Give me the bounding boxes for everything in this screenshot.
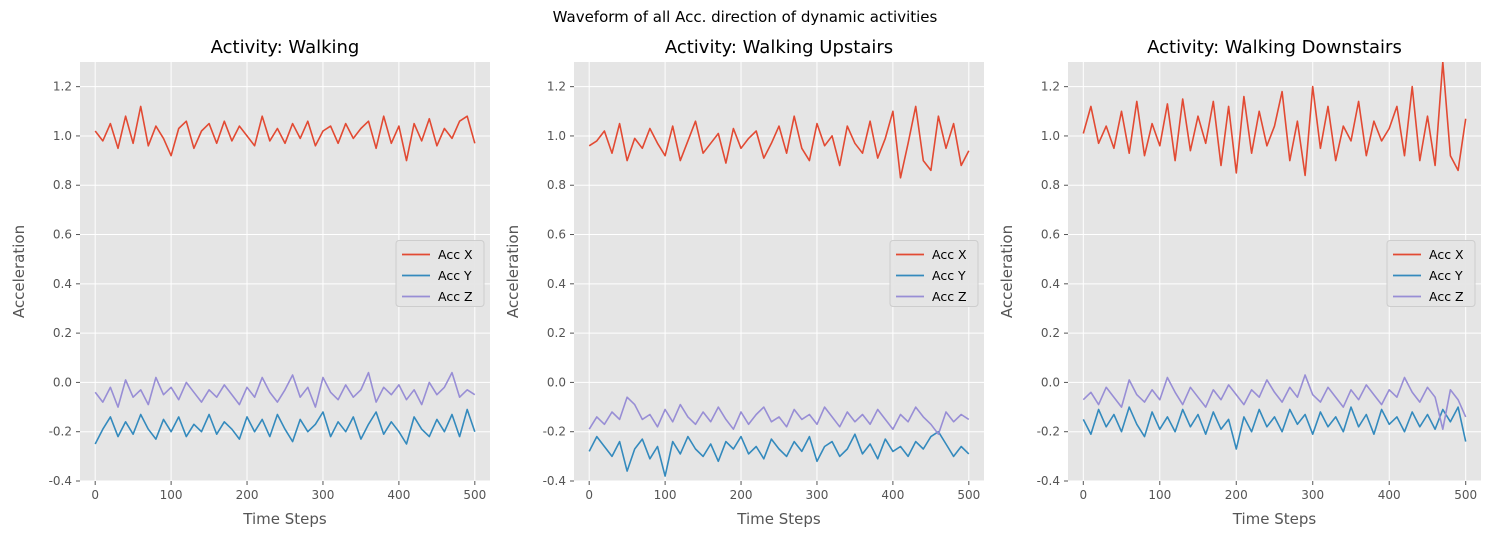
legend: Acc X Acc Y Acc Z — [395, 240, 485, 307]
x-tick-label: 300 — [312, 488, 335, 502]
y-tick-label: -0.2 — [49, 425, 72, 439]
legend-entry: Acc Y — [438, 268, 472, 283]
y-tick-label: 1.2 — [547, 80, 566, 94]
chart-panel-1: -0.4 -0.2 0.0 0.2 0.4 0.6 0.8 1.0 1.2 0 100 200 300 4… — [10, 37, 490, 528]
series-line-acc-z — [588, 396, 970, 436]
y-tick-label: -0.4 — [1037, 474, 1060, 488]
series-line-acc-y — [588, 430, 970, 477]
legend-entry: Acc Z — [1429, 289, 1464, 304]
series-line-acc-x — [588, 105, 970, 179]
x-tick-label: 0 — [91, 488, 99, 502]
chart-title: Activity: Walking Downstairs — [1147, 37, 1402, 58]
legend-box — [1386, 240, 1476, 307]
y-tick-label: 1.2 — [53, 80, 72, 94]
y-tick-label: 0.0 — [547, 375, 566, 389]
x-tick-label: 400 — [1378, 488, 1401, 502]
x-tick-label: 400 — [881, 488, 904, 502]
y-tick-label: 0.8 — [53, 178, 72, 192]
x-tick-label: 500 — [957, 488, 980, 502]
y-tick-label: 0.6 — [53, 228, 72, 242]
y-axis-label: Acceleration — [10, 225, 28, 318]
y-tick-label: 0.8 — [547, 178, 566, 192]
x-tick-label: 100 — [160, 488, 183, 502]
legend-entry: Acc Z — [438, 289, 473, 304]
chart-title: Activity: Walking Upstairs — [665, 37, 893, 58]
y-tick-label: 0.2 — [547, 326, 566, 340]
y-tick-label: 1.0 — [1041, 129, 1060, 143]
legend-entry: Acc Y — [1429, 268, 1463, 283]
y-tick-label: -0.4 — [49, 474, 72, 488]
x-axis-label: Time Steps — [1232, 510, 1317, 528]
x-tick-label: 400 — [387, 488, 410, 502]
y-axis-label: Acceleration — [504, 225, 522, 318]
y-tick-label: 0.2 — [1041, 326, 1060, 340]
series-line-acc-z — [94, 371, 476, 408]
legend-box — [395, 240, 485, 307]
legend-entry: Acc X — [1429, 247, 1464, 262]
y-tick-label: 0.6 — [1041, 228, 1060, 242]
x-tick-label: 100 — [1148, 488, 1171, 502]
x-tick-label: 100 — [654, 488, 677, 502]
x-tick-label: 200 — [236, 488, 259, 502]
series-line-acc-y — [1082, 406, 1467, 450]
series-line-acc-x — [94, 105, 476, 162]
y-tick-label: 0.0 — [53, 375, 72, 389]
x-tick-label: 500 — [1454, 488, 1477, 502]
y-tick-label: 0.4 — [1041, 277, 1060, 291]
y-tick-label: 0.0 — [1041, 375, 1060, 389]
y-tick-label: 1.0 — [547, 129, 566, 143]
y-tick-label: -0.2 — [543, 425, 566, 439]
legend-entry: Acc X — [932, 247, 967, 262]
y-tick-label: 0.4 — [53, 277, 72, 291]
series-line-acc-x — [1082, 62, 1467, 177]
x-tick-label: 0 — [1079, 488, 1087, 502]
figure-suptitle: Waveform of all Acc. direction of dynami… — [552, 8, 938, 26]
y-tick-label: -0.4 — [543, 474, 566, 488]
y-tick-label: 0.2 — [53, 326, 72, 340]
chart-panel-3: -0.4 -0.2 0.0 0.2 0.4 0.6 0.8 1.0 1.2 0 100 200 300 4… — [998, 37, 1481, 528]
legend: Acc X Acc Y Acc Z — [889, 240, 979, 307]
y-tick-label: 1.0 — [53, 129, 72, 143]
legend-box — [889, 240, 979, 307]
legend-entry: Acc Y — [932, 268, 966, 283]
y-tick-label: 0.8 — [1041, 178, 1060, 192]
legend-entry: Acc X — [438, 247, 473, 262]
series-line-acc-y — [94, 408, 476, 445]
y-tick-label: -0.2 — [1037, 425, 1060, 439]
chart-title: Activity: Walking — [211, 37, 360, 58]
x-tick-label: 300 — [1301, 488, 1324, 502]
y-tick-label: 0.4 — [547, 277, 566, 291]
legend: Acc X Acc Y Acc Z — [1386, 240, 1476, 307]
y-axis-label: Acceleration — [998, 225, 1016, 318]
chart-panel-2: -0.4 -0.2 0.0 0.2 0.4 0.6 0.8 1.0 1.2 0 100 200 300 4… — [504, 37, 984, 528]
series-line-acc-z — [1082, 374, 1467, 431]
x-tick-label: 200 — [730, 488, 753, 502]
x-tick-label: 0 — [585, 488, 593, 502]
x-tick-label: 200 — [1225, 488, 1248, 502]
x-tick-label: 500 — [463, 488, 486, 502]
y-tick-label: 1.2 — [1041, 80, 1060, 94]
y-tick-label: 0.6 — [547, 228, 566, 242]
x-axis-label: Time Steps — [736, 510, 821, 528]
x-tick-label: 300 — [806, 488, 829, 502]
legend-entry: Acc Z — [932, 289, 967, 304]
x-axis-label: Time Steps — [242, 510, 327, 528]
